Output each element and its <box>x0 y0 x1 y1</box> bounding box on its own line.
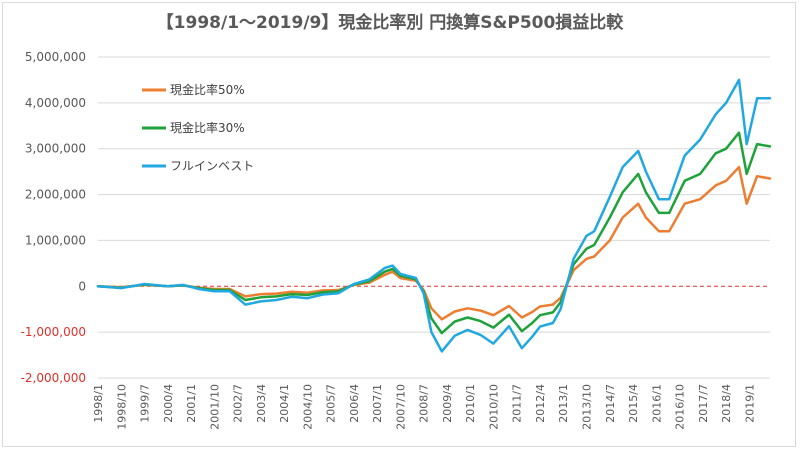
series-line-2 <box>96 78 772 353</box>
x-tick-label: 2011/7 <box>511 384 524 423</box>
x-tick-label: 2002/7 <box>232 384 245 423</box>
y-tick-label: 0 <box>78 279 86 293</box>
gridlines <box>98 56 770 379</box>
x-tick-label: 1998/1 <box>92 384 105 423</box>
x-tick-label: 2010/10 <box>487 384 500 430</box>
legend: 現金比率50% 現金比率30% フルインベスト <box>142 82 254 173</box>
y-tick-label: -2,000,000 <box>21 371 86 385</box>
x-tick-label: 2007/1 <box>371 384 384 423</box>
y-tick-label: -1,000,000 <box>21 325 86 339</box>
y-tick-label: 4,000,000 <box>25 96 86 110</box>
legend-label: 現金比率30% <box>170 120 245 135</box>
series-layer <box>96 78 772 353</box>
y-axis: 5,000,000 4,000,000 3,000,000 2,000,000 1,00… <box>21 50 86 385</box>
x-tick-label: 2004/10 <box>301 384 314 430</box>
y-tick-label: 1,000,000 <box>25 233 86 247</box>
x-tick-label: 2001/10 <box>208 384 221 430</box>
chart-title: 【1998/1～2019/9】現金比率別 円換算S&P500損益比較 <box>157 12 625 33</box>
x-axis: 1998/1 1998/10 1999/7 2000/4 2001/1 2001/10 20… <box>92 384 756 430</box>
x-tick-label: 2009/4 <box>441 384 454 423</box>
x-tick-label: 2000/4 <box>162 384 175 423</box>
x-tick-label: 2014/7 <box>604 384 617 423</box>
x-tick-label: 2005/7 <box>325 384 338 423</box>
x-tick-label: 2006/4 <box>348 384 361 423</box>
x-tick-label: 1998/10 <box>115 384 128 430</box>
x-tick-label: 2001/1 <box>185 384 198 423</box>
x-tick-label: 2004/1 <box>278 384 291 423</box>
y-tick-label: 2,000,000 <box>25 188 86 202</box>
x-tick-label: 2013/1 <box>557 384 570 423</box>
chart-frame <box>2 2 796 447</box>
x-tick-label: 2013/10 <box>580 384 593 430</box>
x-tick-label: 2008/7 <box>418 384 431 423</box>
x-tick-label: 2015/4 <box>627 384 640 423</box>
x-tick-label: 2010/1 <box>464 384 477 423</box>
series-line-0 <box>96 165 772 321</box>
x-tick-label: 1999/7 <box>139 384 152 423</box>
x-tick-label: 2003/4 <box>255 384 268 423</box>
x-tick-label: 2007/10 <box>394 384 407 430</box>
y-tick-label: 3,000,000 <box>25 142 86 156</box>
x-tick-label: 2012/4 <box>534 384 547 423</box>
x-tick-label: 2017/7 <box>697 384 710 423</box>
x-tick-label: 2018/4 <box>720 384 733 423</box>
x-tick-label: 2016/1 <box>650 384 663 423</box>
y-tick-label: 5,000,000 <box>25 50 86 64</box>
x-tick-label: 2019/1 <box>743 384 756 423</box>
legend-label: フルインベスト <box>170 159 254 173</box>
legend-label: 現金比率50% <box>170 82 245 97</box>
x-tick-label: 2016/10 <box>674 384 687 430</box>
series-line-1 <box>96 131 772 335</box>
